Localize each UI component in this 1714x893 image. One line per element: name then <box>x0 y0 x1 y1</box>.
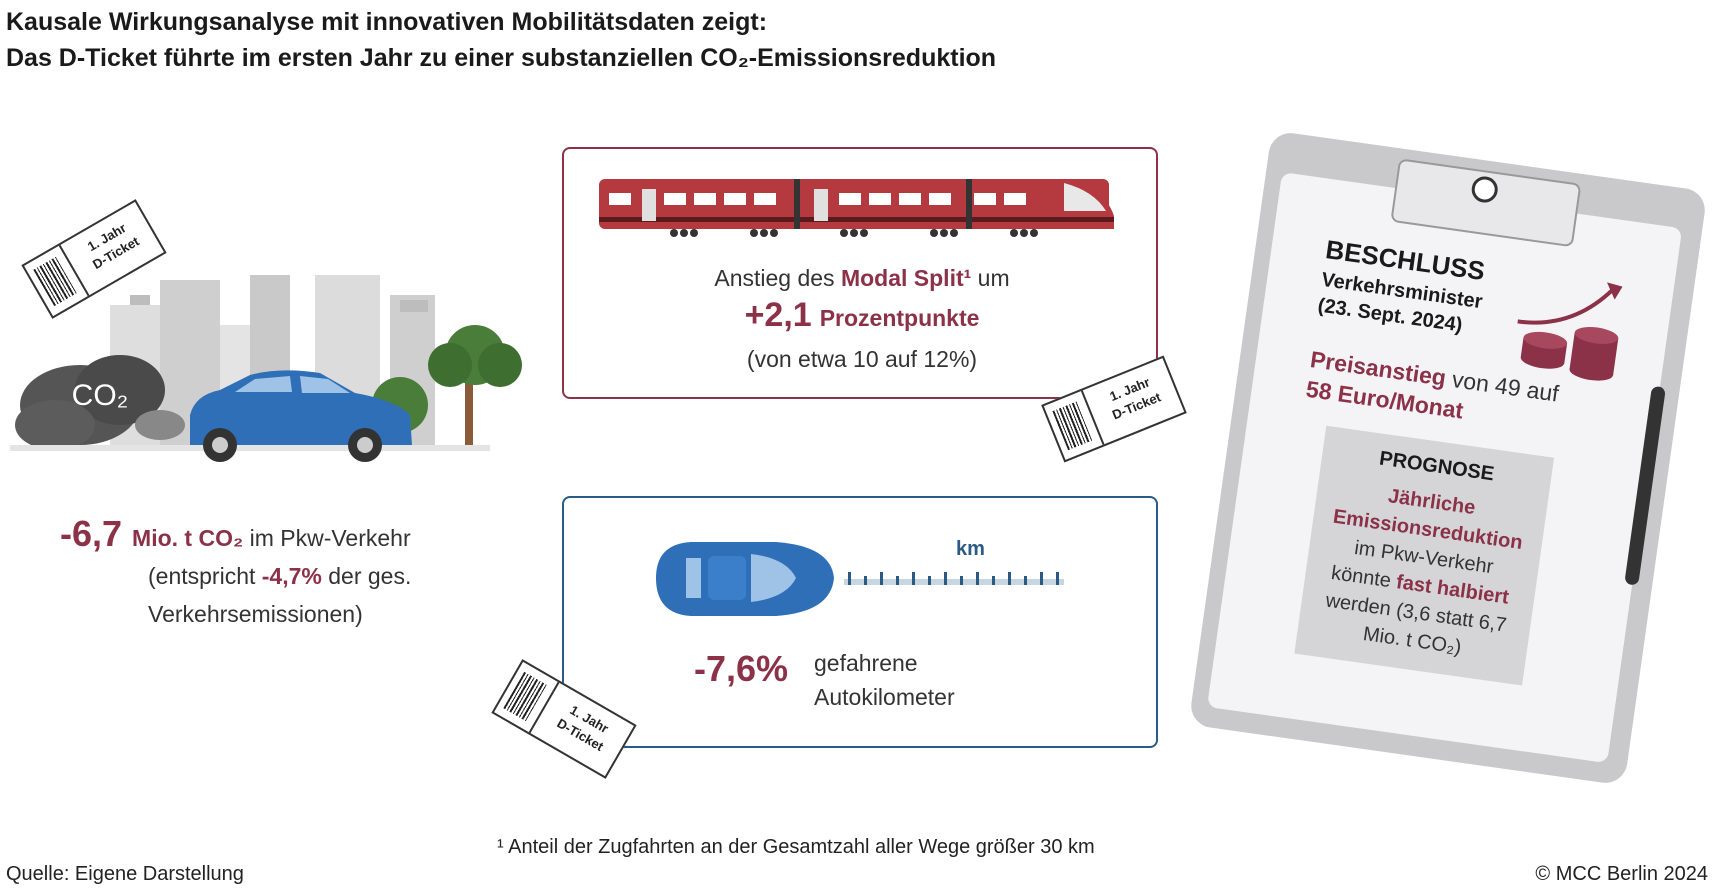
km-value: -7,6% <box>694 648 789 689</box>
modal-split-label: Modal Split¹ <box>840 265 972 291</box>
clipboard: BESCHLUSS Verkehrsminister (23. Sept. 20… <box>1188 130 1708 786</box>
prognose-box: PROGNOSE Jährliche Emissionsreduktion im… <box>1294 425 1555 686</box>
co2-reduction-unit: Mio. t CO₂ <box>132 525 244 551</box>
co2-label: CO₂ <box>72 379 129 412</box>
source-note: Quelle: Eigene Darstellung <box>6 863 244 885</box>
car-km-card: km -7,6% gefahrene Autokilometer <box>562 496 1158 748</box>
city-car-illustration: CO₂ <box>10 275 522 462</box>
train-icon <box>599 179 1114 237</box>
barcode-icon <box>1052 401 1093 451</box>
modal-split-value: +2,1 <box>744 296 812 334</box>
tree-icon <box>372 325 522 450</box>
coins-icon <box>1517 282 1623 381</box>
co2-reduction-value: -6,7 <box>60 513 123 554</box>
title-line-1: Kausale Wirkungsanalyse mit innovativen … <box>6 8 768 36</box>
co2-cloud: CO₂ <box>15 355 185 450</box>
modal-split-card: Anstieg des Modal Split¹ um +2,1 Prozentp… <box>562 147 1158 399</box>
page-title: Kausale Wirkungsanalyse mit innovativen … <box>6 4 996 76</box>
km-label: km <box>956 538 985 560</box>
footnote: ¹ Anteil der Zugfahrten an der Gesamtzah… <box>497 836 1095 858</box>
car-top-icon <box>656 542 834 616</box>
km-scale-icon <box>844 572 1064 585</box>
car-icon <box>190 370 412 462</box>
title-line-2: Das D-Ticket führte im ersten Jahr zu ei… <box>6 44 997 72</box>
left-stat: -6,7 Mio. t CO₂ im Pkw-Verkehr (entsprich… <box>60 513 412 628</box>
copyright: © MCC Berlin 2024 <box>1535 863 1708 885</box>
